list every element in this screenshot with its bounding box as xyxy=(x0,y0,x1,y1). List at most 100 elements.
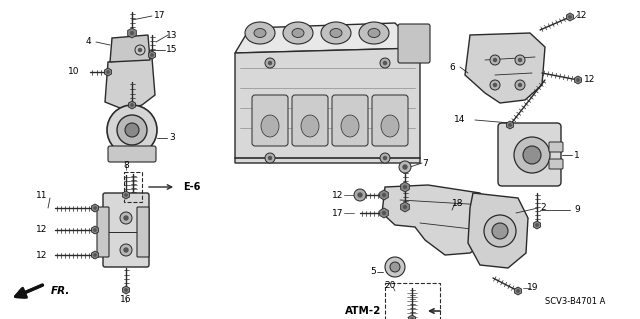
Ellipse shape xyxy=(261,115,279,137)
Ellipse shape xyxy=(283,22,313,44)
FancyBboxPatch shape xyxy=(498,123,561,186)
Circle shape xyxy=(124,247,129,253)
Polygon shape xyxy=(129,101,136,109)
Polygon shape xyxy=(401,202,410,212)
Circle shape xyxy=(399,161,411,173)
Bar xyxy=(385,283,440,319)
Circle shape xyxy=(265,153,275,163)
FancyBboxPatch shape xyxy=(332,95,368,146)
Ellipse shape xyxy=(341,115,359,137)
FancyBboxPatch shape xyxy=(372,95,408,146)
Text: 19: 19 xyxy=(527,284,539,293)
Circle shape xyxy=(138,48,142,52)
Ellipse shape xyxy=(254,28,266,38)
Circle shape xyxy=(380,153,390,163)
Text: 4: 4 xyxy=(85,38,91,47)
Circle shape xyxy=(125,123,139,137)
Circle shape xyxy=(383,194,385,197)
Circle shape xyxy=(536,224,538,226)
Ellipse shape xyxy=(321,22,351,44)
Circle shape xyxy=(385,257,405,277)
Text: 1: 1 xyxy=(574,151,580,160)
FancyBboxPatch shape xyxy=(398,24,430,63)
Circle shape xyxy=(523,146,541,164)
Text: 16: 16 xyxy=(120,295,132,305)
Polygon shape xyxy=(122,191,129,199)
Circle shape xyxy=(94,254,96,256)
Polygon shape xyxy=(408,315,415,319)
FancyBboxPatch shape xyxy=(97,207,109,257)
FancyBboxPatch shape xyxy=(252,95,288,146)
Polygon shape xyxy=(566,13,573,21)
Text: 12: 12 xyxy=(332,190,344,199)
Polygon shape xyxy=(380,190,388,200)
Circle shape xyxy=(107,105,157,155)
Circle shape xyxy=(492,223,508,239)
Polygon shape xyxy=(401,182,410,192)
Circle shape xyxy=(569,16,572,18)
Circle shape xyxy=(268,156,272,160)
Circle shape xyxy=(515,55,525,65)
Text: ATM-2: ATM-2 xyxy=(345,306,381,316)
Text: 2: 2 xyxy=(540,204,546,212)
Circle shape xyxy=(117,115,147,145)
Circle shape xyxy=(490,55,500,65)
Polygon shape xyxy=(122,286,129,294)
Circle shape xyxy=(265,58,275,68)
FancyBboxPatch shape xyxy=(549,159,563,169)
Ellipse shape xyxy=(359,22,389,44)
Text: 9: 9 xyxy=(574,205,580,214)
Polygon shape xyxy=(148,51,156,59)
Text: SCV3-B4701 A: SCV3-B4701 A xyxy=(545,298,605,307)
Polygon shape xyxy=(534,221,540,229)
Circle shape xyxy=(490,80,500,90)
Circle shape xyxy=(383,156,387,160)
Ellipse shape xyxy=(245,22,275,44)
Polygon shape xyxy=(235,23,420,53)
Circle shape xyxy=(151,54,153,56)
Polygon shape xyxy=(575,76,582,84)
Polygon shape xyxy=(235,48,420,163)
Polygon shape xyxy=(515,287,522,295)
Circle shape xyxy=(131,32,134,34)
Text: 12: 12 xyxy=(36,226,48,234)
Circle shape xyxy=(354,189,366,201)
Ellipse shape xyxy=(292,28,304,38)
FancyBboxPatch shape xyxy=(292,95,328,146)
Text: 10: 10 xyxy=(68,68,80,77)
Circle shape xyxy=(517,290,519,292)
Text: 17: 17 xyxy=(332,209,344,218)
FancyBboxPatch shape xyxy=(549,142,563,152)
Text: 8: 8 xyxy=(123,160,129,169)
Circle shape xyxy=(518,83,522,87)
Circle shape xyxy=(411,318,413,319)
Polygon shape xyxy=(92,251,99,259)
Text: 14: 14 xyxy=(454,115,466,124)
Text: 12: 12 xyxy=(36,250,48,259)
Circle shape xyxy=(107,71,109,73)
Text: 12: 12 xyxy=(576,11,588,19)
Ellipse shape xyxy=(330,28,342,38)
Circle shape xyxy=(268,61,272,65)
Text: 7: 7 xyxy=(422,159,428,167)
Text: 11: 11 xyxy=(36,191,48,201)
Text: 12: 12 xyxy=(584,76,596,85)
Polygon shape xyxy=(382,185,495,255)
Circle shape xyxy=(509,124,511,126)
Ellipse shape xyxy=(381,115,399,137)
Text: 13: 13 xyxy=(166,31,178,40)
FancyBboxPatch shape xyxy=(103,193,149,267)
Circle shape xyxy=(383,211,385,214)
Circle shape xyxy=(403,205,406,209)
Polygon shape xyxy=(110,35,150,62)
Polygon shape xyxy=(465,33,545,103)
Text: 17: 17 xyxy=(154,11,166,20)
Circle shape xyxy=(577,79,579,81)
FancyBboxPatch shape xyxy=(137,207,149,257)
Polygon shape xyxy=(92,226,99,234)
Circle shape xyxy=(515,80,525,90)
Circle shape xyxy=(518,58,522,62)
Circle shape xyxy=(514,137,550,173)
Bar xyxy=(124,172,142,202)
Circle shape xyxy=(383,61,387,65)
